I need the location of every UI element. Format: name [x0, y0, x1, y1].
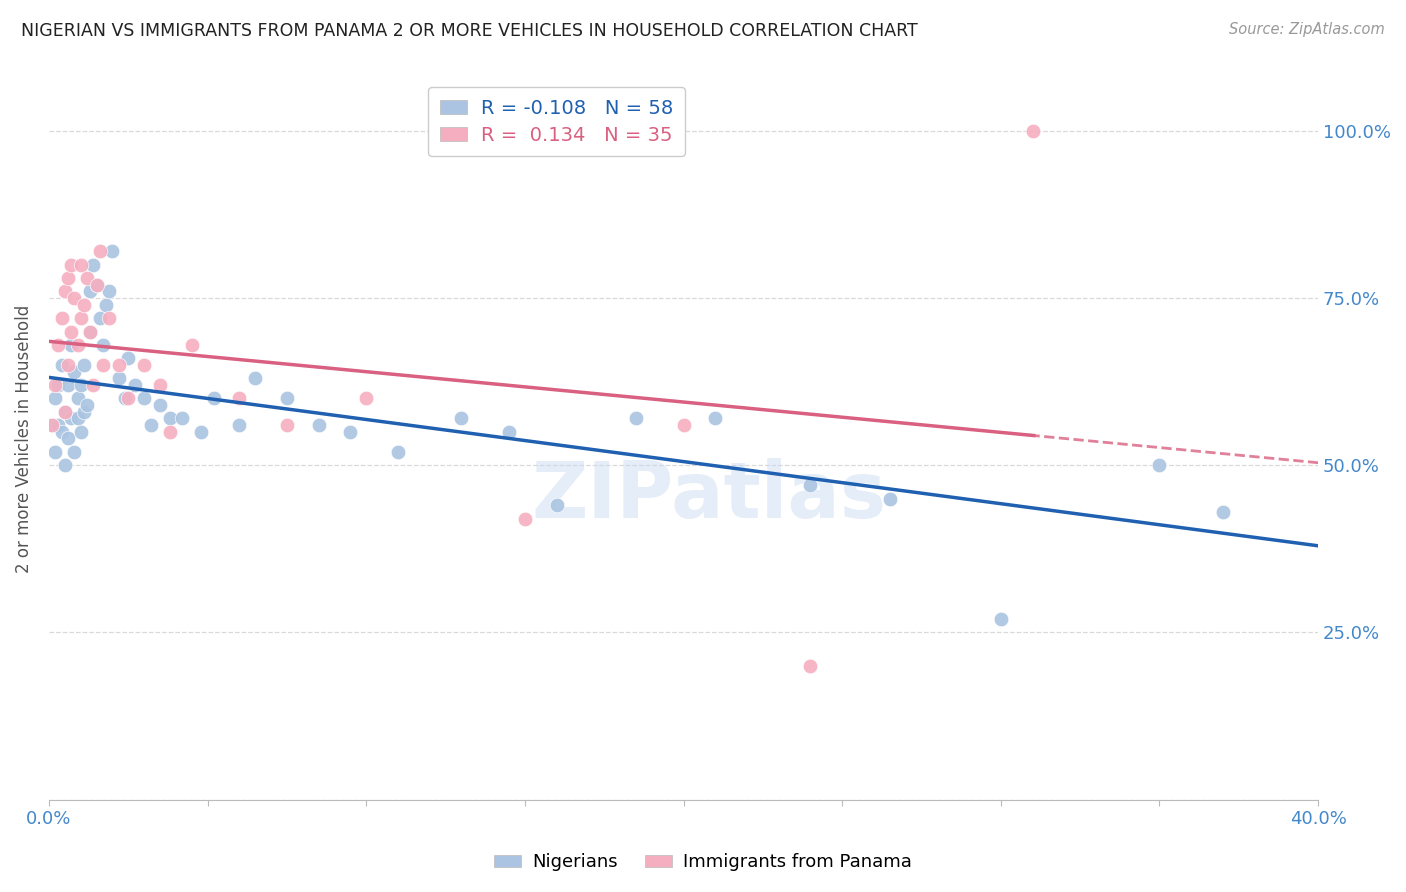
Point [704, 411, 727, 425]
Point [48, 378, 70, 392]
Point [86, 277, 108, 292]
Y-axis label: 2 or more Vehicles in Household: 2 or more Vehicles in Household [15, 304, 32, 573]
Point [450, 411, 472, 425]
Point [82, 258, 104, 272]
Point [53, 405, 76, 419]
Point [76, 398, 98, 412]
Point [73, 298, 96, 312]
Point [56, 378, 79, 392]
Point [1212, 505, 1234, 519]
Point [86, 277, 108, 292]
Point [82, 378, 104, 392]
Point [44, 378, 66, 392]
Point [60, 325, 83, 339]
Point [53, 405, 76, 419]
Point [53, 458, 76, 473]
Point [513, 512, 536, 526]
Legend: Nigerians, Immigrants from Panama: Nigerians, Immigrants from Panama [486, 847, 920, 879]
Point [134, 358, 156, 372]
Point [44, 445, 66, 459]
Point [879, 491, 901, 506]
Point [56, 432, 79, 446]
Point [107, 358, 129, 372]
Point [117, 392, 139, 406]
Point [76, 271, 98, 285]
Point [91, 358, 114, 372]
Point [498, 425, 520, 439]
Point [51, 358, 73, 372]
Point [66, 392, 89, 406]
Point [91, 338, 114, 352]
Point [94, 298, 117, 312]
Point [117, 351, 139, 366]
Point [98, 311, 121, 326]
Point [172, 411, 194, 425]
Point [60, 338, 83, 352]
Point [66, 411, 89, 425]
Point [89, 311, 111, 326]
Point [48, 338, 70, 352]
Point [990, 612, 1012, 626]
Point [48, 418, 70, 433]
Point [1021, 124, 1043, 138]
Point [69, 311, 91, 326]
Point [387, 445, 409, 459]
Point [41, 418, 63, 433]
Point [60, 258, 83, 272]
Point [159, 425, 181, 439]
Text: NIGERIAN VS IMMIGRANTS FROM PANAMA 2 OR MORE VEHICLES IN HOUSEHOLD CORRELATION C: NIGERIAN VS IMMIGRANTS FROM PANAMA 2 OR … [21, 22, 918, 40]
Point [89, 244, 111, 259]
Point [114, 392, 136, 406]
Point [79, 325, 101, 339]
Point [339, 425, 361, 439]
Point [276, 418, 298, 433]
Point [63, 365, 86, 379]
Point [63, 291, 86, 305]
Point [202, 392, 225, 406]
Point [60, 411, 83, 425]
Point [79, 325, 101, 339]
Point [1149, 458, 1171, 473]
Point [546, 499, 568, 513]
Point [799, 658, 821, 673]
Point [124, 378, 146, 392]
Point [56, 358, 79, 372]
Point [79, 285, 101, 299]
Point [672, 418, 695, 433]
Point [139, 418, 162, 433]
Point [799, 478, 821, 492]
Text: ZIPatlas: ZIPatlas [531, 458, 886, 534]
Point [98, 285, 121, 299]
Point [180, 338, 202, 352]
Point [41, 418, 63, 433]
Point [73, 405, 96, 419]
Point [69, 258, 91, 272]
Point [101, 244, 124, 259]
Legend: R = -0.108   N = 58, R =  0.134   N = 35: R = -0.108 N = 58, R = 0.134 N = 35 [429, 87, 685, 156]
Point [190, 425, 212, 439]
Point [276, 392, 298, 406]
Point [308, 418, 330, 433]
Point [44, 392, 66, 406]
Point [51, 311, 73, 326]
Point [159, 411, 181, 425]
Point [51, 425, 73, 439]
Point [73, 358, 96, 372]
Point [69, 425, 91, 439]
Point [356, 392, 378, 406]
Point [63, 445, 86, 459]
Text: Source: ZipAtlas.com: Source: ZipAtlas.com [1229, 22, 1385, 37]
Point [69, 378, 91, 392]
Point [53, 285, 76, 299]
Point [228, 418, 250, 433]
Point [149, 398, 172, 412]
Point [134, 392, 156, 406]
Point [624, 411, 647, 425]
Point [228, 392, 250, 406]
Point [107, 371, 129, 385]
Point [66, 338, 89, 352]
Point [149, 378, 172, 392]
Point [56, 271, 79, 285]
Point [245, 371, 267, 385]
